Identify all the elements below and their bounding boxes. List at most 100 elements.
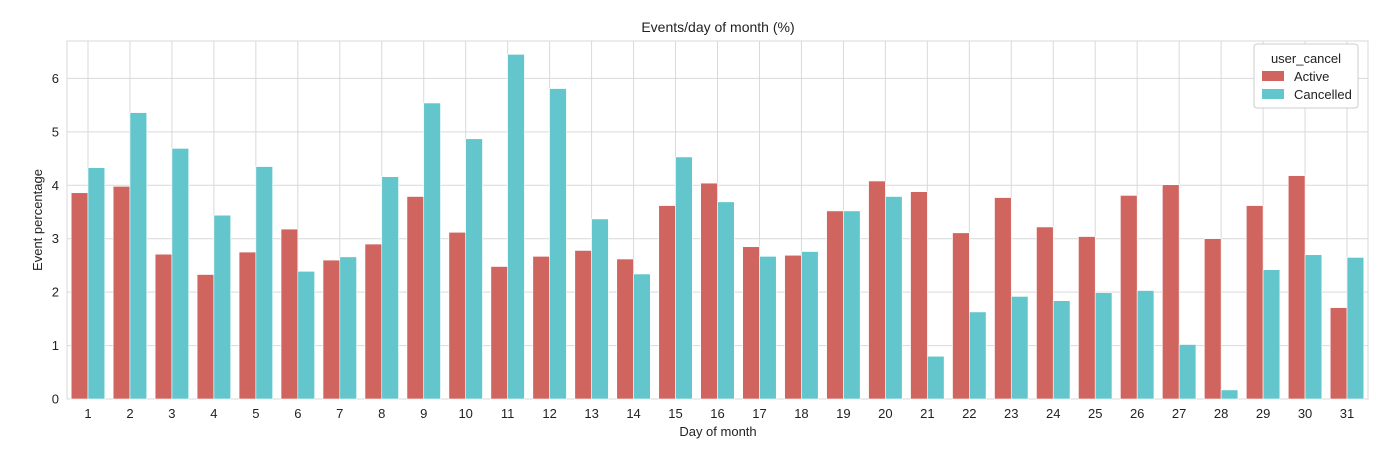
bar-cancelled-day-3 — [171, 148, 190, 400]
y-tick-label: 1 — [52, 338, 59, 353]
bar-active-day-4 — [196, 274, 215, 400]
bar-active-day-20 — [868, 180, 886, 400]
legend-swatch-active — [1262, 71, 1284, 81]
bar-cancelled-day-17 — [759, 256, 777, 400]
bar-cancelled-day-22 — [969, 311, 987, 400]
x-tick-labels: 1 2 3 4 5 6 7 8 9 10 11 12 13 14 15 16 17 18 19 20 21 22 23 24 2… — [84, 406, 1354, 421]
bar-cancelled-day-11 — [507, 54, 525, 400]
x-tick-label: 26 — [1130, 406, 1144, 421]
bar-active-day-18 — [784, 254, 802, 400]
bar-active-day-31 — [1329, 307, 1348, 400]
bar-active-day-3 — [154, 253, 173, 400]
chart-title: Events/day of month (%) — [641, 19, 794, 35]
bar-cancelled-day-31 — [1346, 257, 1365, 400]
x-tick-label: 2 — [126, 406, 133, 421]
y-axis-label: Event percentage — [30, 169, 45, 271]
x-tick-label: 28 — [1214, 406, 1228, 421]
x-tick-label: 23 — [1004, 406, 1018, 421]
bar-active-day-6 — [280, 228, 299, 400]
bar-cancelled-day-15 — [675, 156, 693, 400]
x-tick-label: 5 — [252, 406, 259, 421]
bar-cancelled-day-2 — [129, 112, 148, 400]
y-tick-labels: 0 1 2 3 4 5 6 — [52, 71, 59, 407]
bar-cancelled-day-24 — [1052, 300, 1071, 400]
x-tick-label: 18 — [794, 406, 808, 421]
bar-cancelled-day-21 — [927, 355, 945, 400]
bar-active-day-16 — [700, 182, 718, 400]
bar-active-day-25 — [1078, 236, 1096, 400]
x-tick-label: 21 — [920, 406, 934, 421]
legend: user_cancel Active Cancelled — [1253, 43, 1359, 109]
bar-cancelled-day-5 — [255, 166, 273, 400]
bar-cancelled-day-28 — [1220, 389, 1239, 400]
y-tick-label: 6 — [52, 71, 59, 86]
bar-cancelled-day-12 — [549, 88, 567, 400]
bar-active-day-28 — [1204, 238, 1222, 400]
x-tick-label: 24 — [1046, 406, 1060, 421]
bar-active-day-22 — [952, 232, 970, 400]
bar-cancelled-day-8 — [381, 176, 399, 400]
bar-active-day-21 — [910, 191, 928, 400]
x-tick-label: 27 — [1172, 406, 1186, 421]
bar-cancelled-day-29 — [1262, 269, 1281, 400]
legend-swatch-cancelled — [1262, 89, 1284, 99]
bar-active-day-7 — [322, 259, 341, 400]
x-tick-label: 31 — [1340, 406, 1354, 421]
x-tick-label: 13 — [584, 406, 598, 421]
legend-title: user_cancel — [1271, 51, 1341, 66]
bar-active-day-1 — [70, 192, 89, 400]
bar-active-day-30 — [1287, 175, 1306, 400]
y-tick-label: 5 — [52, 124, 59, 139]
legend-label-cancelled: Cancelled — [1294, 87, 1352, 102]
x-tick-label: 4 — [210, 406, 217, 421]
bar-active-day-11 — [490, 266, 508, 400]
bar-cancelled-day-7 — [339, 256, 357, 400]
x-tick-label: 22 — [962, 406, 976, 421]
bar-active-day-14 — [616, 258, 634, 400]
bar-active-day-10 — [448, 231, 466, 400]
bars — [70, 54, 1365, 400]
bar-cancelled-day-26 — [1136, 290, 1155, 400]
x-tick-label: 1 — [84, 406, 91, 421]
bar-active-day-27 — [1162, 184, 1180, 400]
bar-cancelled-day-14 — [633, 273, 651, 400]
bar-cancelled-day-4 — [213, 214, 231, 400]
y-tick-label: 0 — [52, 392, 59, 407]
x-tick-label: 7 — [336, 406, 343, 421]
bar-active-day-24 — [1036, 226, 1054, 400]
bar-cancelled-day-18 — [801, 251, 819, 400]
bar-active-day-9 — [406, 196, 425, 400]
bar-active-day-19 — [826, 210, 844, 400]
bar-active-day-2 — [112, 186, 131, 400]
bar-active-day-5 — [238, 251, 257, 400]
legend-label-active: Active — [1294, 69, 1329, 84]
x-tick-label: 6 — [294, 406, 301, 421]
bar-cancelled-day-9 — [423, 102, 441, 400]
bar-cancelled-day-13 — [591, 218, 609, 400]
bar-active-day-26 — [1120, 195, 1138, 400]
bar-cancelled-day-23 — [1010, 296, 1029, 400]
bar-active-day-15 — [658, 205, 676, 400]
x-tick-label: 12 — [542, 406, 556, 421]
x-axis-label: Day of month — [679, 424, 756, 439]
x-tick-label: 10 — [458, 406, 472, 421]
x-tick-label: 30 — [1298, 406, 1312, 421]
bar-cancelled-day-1 — [87, 167, 106, 400]
bar-cancelled-day-16 — [717, 201, 735, 400]
x-tick-label: 14 — [626, 406, 640, 421]
bar-cancelled-day-30 — [1304, 254, 1323, 400]
bar-active-day-29 — [1245, 205, 1264, 400]
x-tick-label: 29 — [1256, 406, 1270, 421]
bar-active-day-17 — [742, 246, 760, 400]
bar-cancelled-day-25 — [1094, 292, 1113, 400]
bar-active-day-13 — [574, 250, 592, 400]
y-tick-label: 2 — [52, 285, 59, 300]
bar-active-day-23 — [994, 197, 1012, 400]
x-tick-label: 3 — [168, 406, 175, 421]
y-tick-label: 4 — [52, 178, 59, 193]
bar-cancelled-day-19 — [843, 210, 861, 400]
x-tick-label: 19 — [836, 406, 850, 421]
x-tick-label: 16 — [710, 406, 724, 421]
x-tick-label: 20 — [878, 406, 892, 421]
